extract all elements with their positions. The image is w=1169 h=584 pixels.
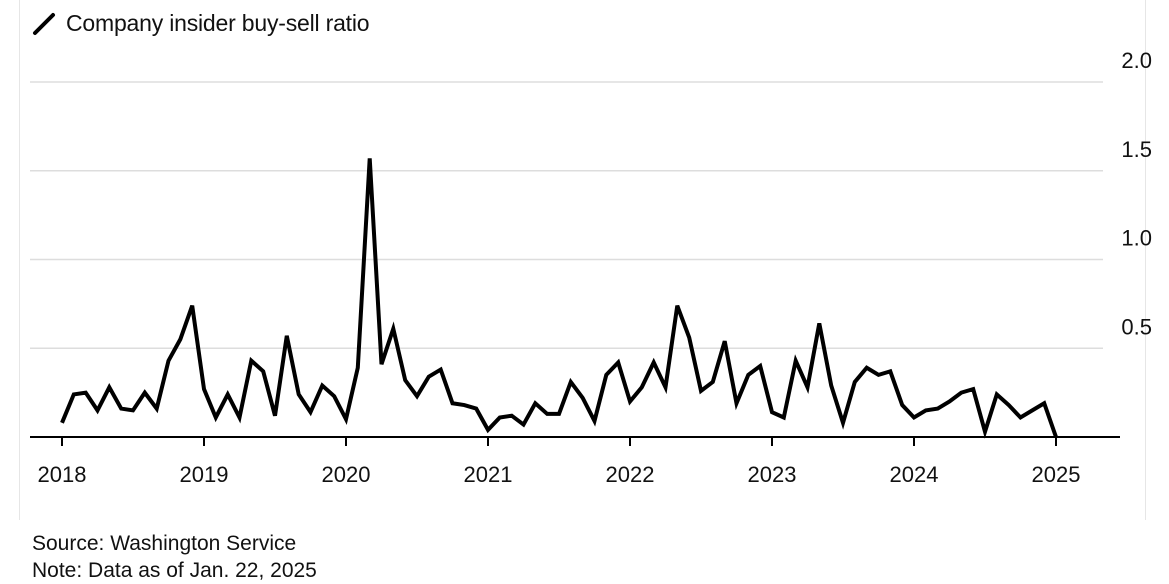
frame-right-border <box>1145 0 1146 520</box>
note-text: Note: Data as of Jan. 22, 2025 <box>32 559 317 582</box>
y-tick-label: 1.5 <box>1121 137 1152 162</box>
x-tick-label: 2020 <box>322 462 371 487</box>
legend-line-swatch-icon <box>33 12 55 35</box>
y-tick-label: 2.0 <box>1121 48 1152 73</box>
x-tick-label: 2021 <box>464 462 513 487</box>
x-tick-label: 2025 <box>1032 462 1081 487</box>
x-tick-label: 2022 <box>606 462 655 487</box>
y-axis-tick-labels: 0.5 1.0 1.5 2.0 <box>1121 48 1152 339</box>
frame-left-border <box>19 0 20 520</box>
x-tick-label: 2018 <box>38 462 87 487</box>
x-tick-label: 2019 <box>180 462 229 487</box>
y-tick-label: 1.0 <box>1121 226 1152 251</box>
grid-lines <box>30 81 1103 349</box>
legend: Company insider buy-sell ratio <box>32 10 370 37</box>
x-tick-label: 2024 <box>890 462 939 487</box>
legend-label: Company insider buy-sell ratio <box>66 10 370 36</box>
series-line <box>60 158 1058 439</box>
x-tick-label: 2023 <box>748 462 797 487</box>
y-tick-label: 0.5 <box>1121 314 1152 339</box>
series-layer <box>60 158 1058 439</box>
source-text: Source: Washington Service <box>32 532 297 555</box>
footer: Source: Washington Service Note: Data as… <box>32 530 317 584</box>
x-axis-ticks: 2018 2019 2020 2021 2022 2023 2024 2025 <box>38 437 1081 487</box>
